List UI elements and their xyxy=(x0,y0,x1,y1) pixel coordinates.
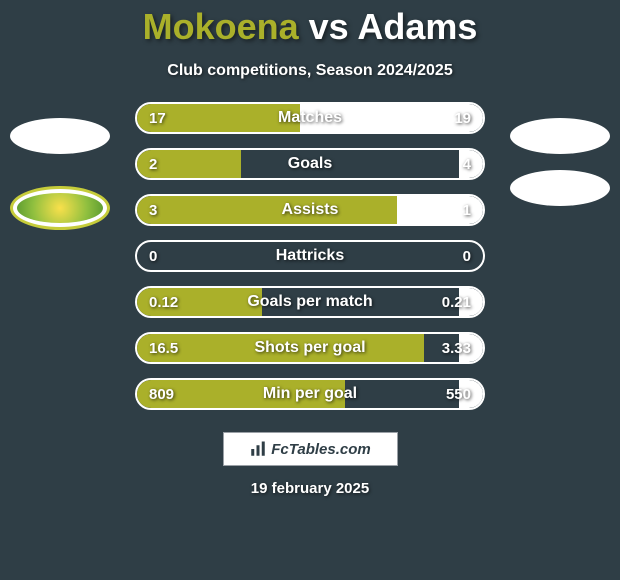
stat-value-right: 0 xyxy=(463,242,471,270)
fctables-label: FcTables.com xyxy=(271,441,370,458)
title-right-name: Adams xyxy=(357,6,477,47)
stat-label: Hattricks xyxy=(137,242,483,270)
stat-value-right: 550 xyxy=(446,380,471,408)
title-left-name: Mokoena xyxy=(143,6,299,47)
stat-label: Matches xyxy=(137,104,483,132)
title-vs: vs xyxy=(309,6,349,47)
player-left-badge-placeholder xyxy=(10,118,110,154)
stat-label: Assists xyxy=(137,196,483,224)
club-left-crest xyxy=(10,186,110,230)
page-title: Mokoena vs Adams xyxy=(0,0,620,48)
subtitle: Club competitions, Season 2024/2025 xyxy=(0,62,620,80)
stat-row: 3Assists1 xyxy=(135,194,485,226)
stat-value-right: 1 xyxy=(463,196,471,224)
stat-label: Min per goal xyxy=(137,380,483,408)
stat-row: 809Min per goal550 xyxy=(135,378,485,410)
date-text: 19 february 2025 xyxy=(251,480,369,497)
bar-chart-icon xyxy=(249,440,267,458)
stat-row: 0Hattricks0 xyxy=(135,240,485,272)
club-right-badge-placeholder xyxy=(510,170,610,206)
stat-row: 17Matches19 xyxy=(135,102,485,134)
footer: FcTables.com 19 february 2025 xyxy=(0,432,620,497)
stat-label: Goals xyxy=(137,150,483,178)
stat-row: 2Goals4 xyxy=(135,148,485,180)
stat-value-right: 4 xyxy=(463,150,471,178)
player-right-badge-placeholder xyxy=(510,118,610,154)
stat-row: 16.5Shots per goal3.33 xyxy=(135,332,485,364)
stat-value-right: 0.21 xyxy=(442,288,471,316)
crest-inner xyxy=(17,193,103,223)
fctables-badge: FcTables.com xyxy=(223,432,398,466)
stat-row: 0.12Goals per match0.21 xyxy=(135,286,485,318)
stat-label: Shots per goal xyxy=(137,334,483,362)
stat-label: Goals per match xyxy=(137,288,483,316)
stat-value-right: 19 xyxy=(454,104,471,132)
stat-value-right: 3.33 xyxy=(442,334,471,362)
